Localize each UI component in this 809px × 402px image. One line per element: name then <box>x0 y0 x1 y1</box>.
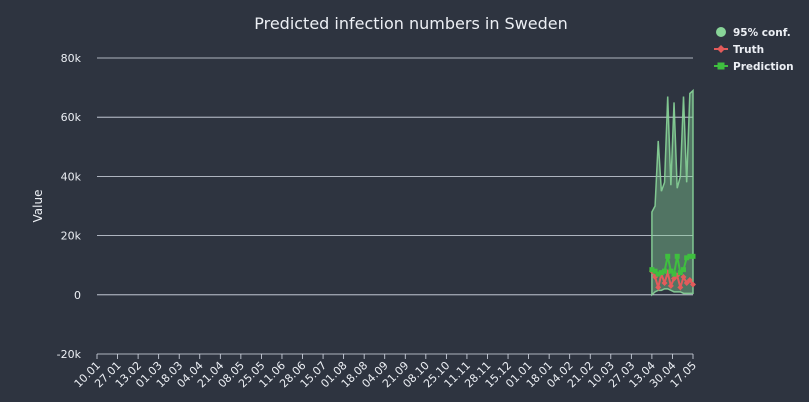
legend-conf-marker <box>716 27 726 37</box>
legend-item-truth[interactable]: Truth <box>714 44 764 56</box>
legend-item-conf[interactable]: 95% conf. <box>716 27 791 39</box>
chart-title: Predicted infection numbers in Sweden <box>254 14 568 33</box>
y-axis-label: Value <box>31 190 45 223</box>
truth-point <box>655 284 662 291</box>
grid-lines <box>97 57 693 355</box>
legend-truth-label: Truth <box>733 44 764 56</box>
confidence-band <box>651 88 694 297</box>
legend-conf-label: 95% conf. <box>733 27 791 39</box>
legend: 95% conf. Truth Prediction <box>714 27 794 73</box>
prediction-point <box>674 253 680 259</box>
y-tick-label: 0 <box>74 289 81 302</box>
prediction-point <box>665 253 671 259</box>
y-tick-label: 80k <box>61 52 82 65</box>
y-tick-label: 60k <box>61 111 82 124</box>
prediction-point <box>690 253 696 259</box>
y-tick-label: 40k <box>61 170 82 183</box>
prediction-point <box>649 267 655 273</box>
prediction-point <box>658 270 664 276</box>
x-tick-labels: 10.0127.0113.0201.0318.0304.0421.0408.05… <box>72 354 699 390</box>
prediction-point <box>671 271 677 277</box>
y-tick-label: -20k <box>57 348 82 361</box>
prediction-point <box>668 268 674 274</box>
prediction-point <box>662 268 668 274</box>
y-tick-label: 20k <box>61 230 82 243</box>
truth-point <box>683 279 690 286</box>
y-tick-labels: -20k 0 20k 40k 60k 80k <box>57 52 82 361</box>
truth-point <box>686 277 693 283</box>
prediction-point <box>655 271 661 277</box>
truth-point <box>671 275 678 282</box>
legend-prediction-marker <box>717 62 725 70</box>
legend-prediction-label: Prediction <box>733 61 794 73</box>
prediction-point <box>684 255 690 261</box>
prediction-point <box>652 268 658 274</box>
truth-point <box>680 274 687 281</box>
truth-point <box>667 282 674 289</box>
series-layer <box>648 88 696 297</box>
prediction-point <box>681 267 687 273</box>
truth-point <box>661 279 668 286</box>
legend-truth-marker <box>717 45 725 53</box>
truth-point <box>690 281 696 288</box>
truth-point <box>677 284 684 291</box>
prediction-point <box>687 253 693 259</box>
prediction-point <box>677 270 683 276</box>
legend-item-prediction[interactable]: Prediction <box>714 61 794 73</box>
